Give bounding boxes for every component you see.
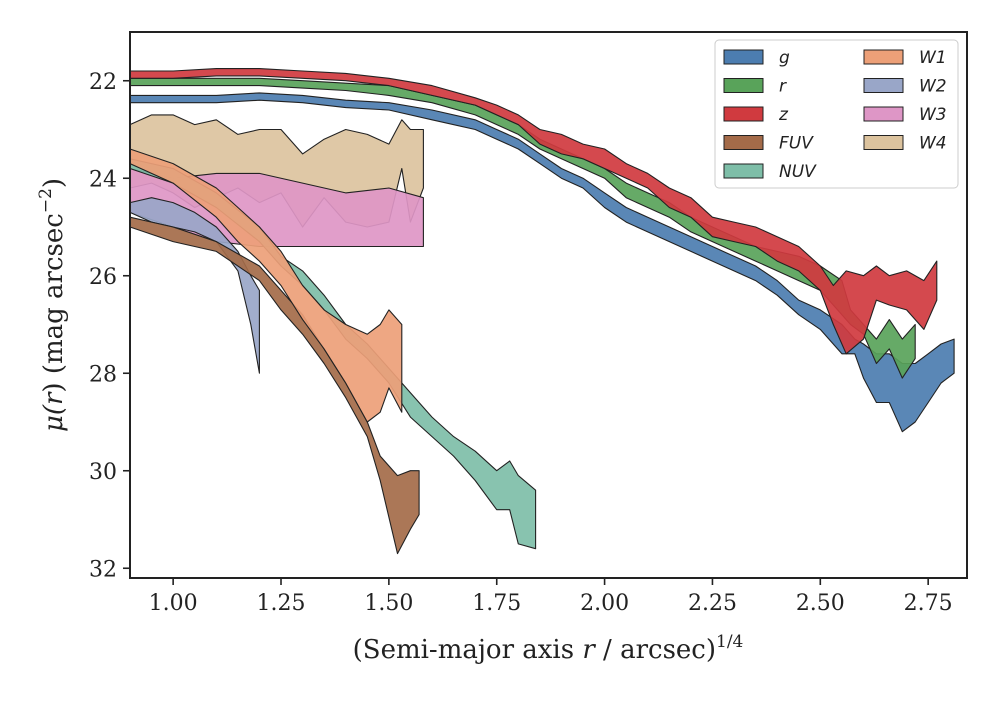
y-tick-label: 32: [89, 557, 117, 582]
y-tick-label: 22: [89, 70, 117, 95]
legend: grz FUV NUV W1 W2 W3 W4: [714, 39, 959, 189]
legend-swatch: [723, 163, 764, 179]
legend-label: z: [778, 105, 789, 125]
legend-label: W3: [919, 105, 947, 125]
legend-swatch: [863, 135, 904, 150]
y-tick-label: 26: [89, 265, 117, 290]
y-tick-label: 30: [89, 460, 117, 485]
legend-label: r: [779, 77, 787, 97]
legend-label: W1: [919, 48, 947, 68]
legend-label: W2: [919, 77, 947, 97]
legend-swatch: [863, 78, 904, 93]
legend-swatch: [863, 106, 904, 122]
legend-swatch: [723, 135, 764, 150]
y-tick-label: 28: [89, 362, 117, 387]
profile-bands: [129, 68, 955, 555]
x-tick-label: 2.00: [580, 591, 629, 616]
band-g: [129, 92, 955, 433]
x-tick-label: 2.25: [688, 591, 737, 616]
x-tick-label: 1.00: [149, 591, 198, 616]
x-tick-label: 1.50: [364, 591, 413, 616]
legend-label: W4: [919, 134, 947, 154]
legend-box: [714, 39, 959, 189]
x-tick-label: 1.25: [257, 591, 306, 616]
band-w1: [129, 148, 403, 423]
band-fuv: [129, 216, 420, 555]
y-tick-label: 24: [89, 167, 117, 192]
legend-swatch: [723, 49, 764, 65]
legend-swatch: [723, 106, 764, 122]
x-tick-label: 1.75: [472, 591, 521, 616]
plot-frame: [129, 31, 968, 579]
x-axis-label: (Semi-major axis r / arcsec)1/4: [353, 632, 744, 665]
legend-swatch: [863, 49, 904, 65]
y-axis-ticks: 22 24 26 28 30 32: [89, 70, 130, 582]
x-axis-ticks: 1.00 1.25 1.50 1.75 2.00 2.25 2.50 2.75: [149, 578, 953, 616]
legend-swatch: [723, 78, 764, 93]
band-z: [129, 68, 938, 355]
legend-label: FUV: [779, 134, 814, 154]
y-axis-label: μ(r) (mag arcsec−2): [36, 178, 69, 432]
legend-label: g: [779, 48, 790, 68]
x-tick-label: 2.50: [796, 591, 845, 616]
x-tick-label: 2.75: [904, 591, 953, 616]
legend-label: NUV: [779, 162, 817, 182]
